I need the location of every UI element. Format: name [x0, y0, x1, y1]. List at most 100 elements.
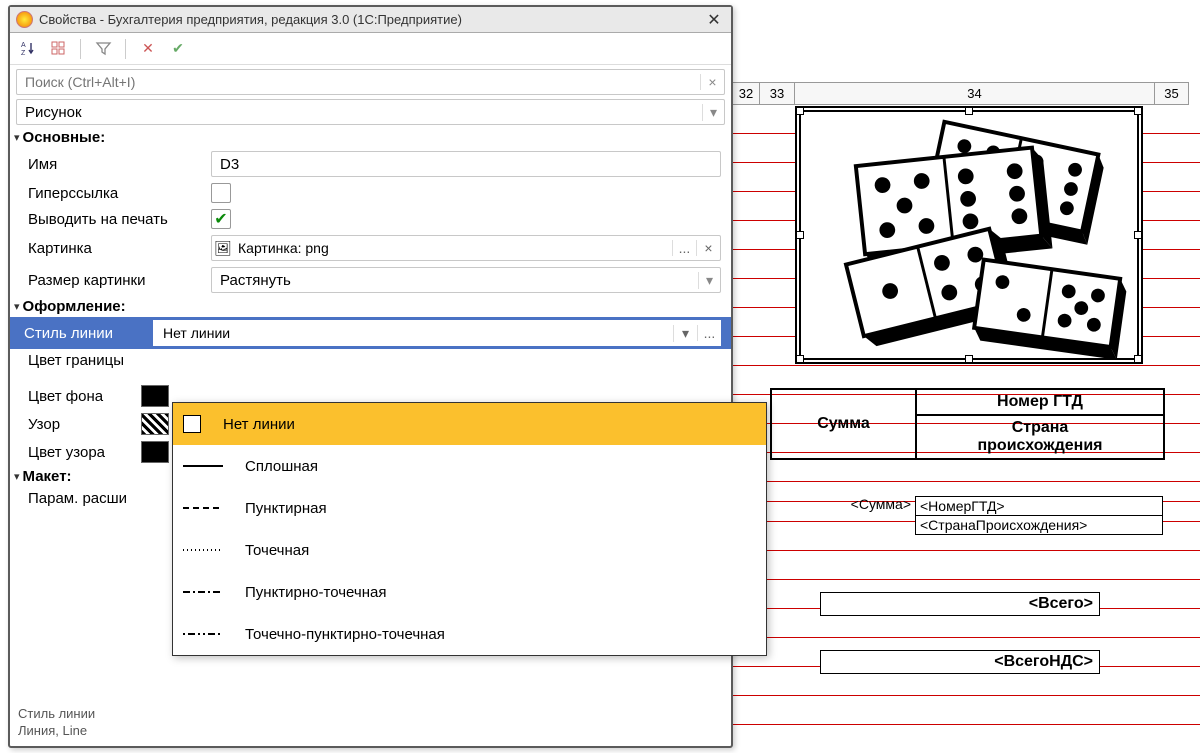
window-title: Свойства - Бухгалтерия предприятия, реда…: [39, 12, 703, 27]
patterncolor-label: Цвет узора: [28, 444, 133, 461]
name-input[interactable]: [211, 151, 721, 177]
element-type-value: Рисунок: [17, 104, 702, 121]
element-type-combo[interactable]: Рисунок ▾: [16, 99, 725, 125]
preview-dotted-icon: [183, 543, 223, 558]
ph-sum: <Сумма>: [851, 496, 911, 512]
doc-header-table: Сумма Номер ГТД Страна происхождения: [770, 388, 1165, 460]
column-headers: 32 33 34 35: [732, 82, 1200, 105]
hyperlink-label: Гиперссылка: [28, 185, 203, 202]
pattern-label: Узор: [28, 416, 133, 433]
dropdown-item-none[interactable]: Нет линии: [173, 403, 766, 445]
ph-totalvat: <ВсегоНДС>: [820, 650, 1100, 674]
col-33[interactable]: 33: [760, 82, 795, 105]
apply-button[interactable]: ✔: [166, 37, 190, 61]
linestyle-more[interactable]: ...: [697, 325, 721, 341]
bgcolor-swatch[interactable]: [141, 385, 169, 407]
section-layout-label: Макет:: [23, 468, 72, 485]
preview-dotdashdot-icon: [183, 627, 223, 642]
linestyle-label: Стиль линии: [20, 325, 145, 342]
doc-placeholder-row: <Сумма> <НомерГТД> <СтранаПроисхождения>: [770, 496, 1163, 535]
collapse-icon: ▾: [14, 300, 20, 313]
hdr-gtd: Номер ГТД: [916, 389, 1164, 415]
toolbar: AZ ✕ ✔: [10, 33, 731, 65]
status-footer: Стиль линии Линия, Line: [18, 706, 95, 740]
ph-gtd: <НомерГТД>: [915, 496, 1163, 516]
section-main-label: Основные:: [23, 129, 106, 146]
preview-none-icon: [183, 415, 201, 433]
section-style[interactable]: ▾ Оформление:: [10, 296, 731, 317]
search-clear[interactable]: ×: [700, 74, 724, 90]
svg-text:A: A: [21, 42, 26, 49]
filter-button[interactable]: [91, 37, 115, 61]
dropdown-item-dashdot[interactable]: Пунктирно-точечная: [173, 571, 766, 613]
preview-dashed-icon: [183, 501, 223, 516]
ph-total: <Всего>: [820, 592, 1100, 616]
preview-solid-icon: [183, 459, 223, 474]
dropdown-label: Пунктирная: [245, 500, 327, 517]
dropdown-item-dotted[interactable]: Точечная: [173, 529, 766, 571]
picture-clear[interactable]: ×: [696, 240, 720, 256]
footer-line2: Линия, Line: [18, 723, 95, 740]
search-box[interactable]: ×: [16, 69, 725, 95]
col-32[interactable]: 32: [732, 82, 760, 105]
print-checkbox[interactable]: ✔: [211, 209, 231, 229]
clear-button[interactable]: ✕: [136, 37, 160, 61]
dropdown-label: Точечно-пунктирно-точечная: [245, 626, 445, 643]
section-style-label: Оформление:: [23, 298, 126, 315]
picture-label: Картинка: [28, 240, 203, 257]
titlebar[interactable]: Свойства - Бухгалтерия предприятия, реда…: [10, 7, 731, 33]
hdr-sum: Сумма: [771, 389, 916, 459]
print-label: Выводить на печать: [28, 211, 203, 228]
pattern-swatch[interactable]: [141, 413, 169, 435]
chevron-down-icon[interactable]: ▾: [698, 272, 720, 289]
dropdown-item-dashed[interactable]: Пунктирная: [173, 487, 766, 529]
col-35[interactable]: 35: [1155, 82, 1189, 105]
ph-origin: <СтранаПроисхождения>: [915, 516, 1163, 535]
collapse-icon: ▾: [14, 470, 20, 483]
patterncolor-swatch[interactable]: [141, 441, 169, 463]
chevron-down-icon[interactable]: ▾: [673, 325, 697, 342]
picture-browse[interactable]: ...: [672, 240, 696, 256]
linestyle-value: Нет линии: [153, 325, 673, 341]
picsize-combo[interactable]: Растянуть ▾: [211, 267, 721, 293]
row-name: Имя: [10, 148, 731, 180]
sort-az-button[interactable]: AZ: [16, 37, 40, 61]
row-picture: Картинка 🖼 Картинка: png ... ×: [10, 232, 731, 264]
picture-selection-box[interactable]: [795, 106, 1143, 364]
row-picsize: Размер картинки Растянуть ▾: [10, 264, 731, 296]
footer-line1: Стиль линии: [18, 706, 95, 723]
bordercolor-label: Цвет границы: [28, 352, 158, 369]
dropdown-item-dotdashdot[interactable]: Точечно-пунктирно-точечная: [173, 613, 766, 655]
bgcolor-label: Цвет фона: [28, 388, 133, 405]
name-label: Имя: [28, 156, 203, 173]
categories-button[interactable]: [46, 37, 70, 61]
col-34[interactable]: 34: [795, 82, 1155, 105]
domino-image: [801, 112, 1137, 358]
picture-value: Картинка: png: [234, 240, 672, 256]
row-bordercolor: Цвет границы: [10, 349, 731, 372]
dropdown-label: Сплошная: [245, 458, 318, 475]
preview-dashdot-icon: [183, 585, 223, 600]
app-logo-icon: [16, 11, 33, 28]
close-button[interactable]: ✕: [703, 10, 725, 30]
picsize-value: Растянуть: [212, 272, 698, 289]
dropdown-label: Нет линии: [223, 416, 295, 433]
row-linestyle[interactable]: Стиль линии Нет линии ▾ ...: [10, 317, 731, 349]
collapse-icon: ▾: [14, 131, 20, 144]
properties-dialog: Свойства - Бухгалтерия предприятия, реда…: [8, 5, 733, 748]
search-input[interactable]: [17, 74, 700, 90]
row-print: Выводить на печать ✔: [10, 206, 731, 232]
hyperlink-checkbox[interactable]: [211, 183, 231, 203]
section-main[interactable]: ▾ Основные:: [10, 127, 731, 148]
row-hyperlink: Гиперссылка: [10, 180, 731, 206]
svg-text:Z: Z: [21, 50, 26, 57]
linestyle-combo[interactable]: Нет линии ▾ ...: [153, 320, 721, 346]
dropdown-item-solid[interactable]: Сплошная: [173, 445, 766, 487]
picsize-label: Размер картинки: [28, 272, 203, 289]
hdr-origin: Страна происхождения: [916, 415, 1164, 459]
chevron-down-icon[interactable]: ▾: [702, 104, 724, 121]
linestyle-dropdown[interactable]: Нет линии Сплошная Пунктирная Точечная П…: [172, 402, 767, 656]
picture-field[interactable]: 🖼 Картинка: png ... ×: [211, 235, 721, 261]
image-icon: 🖼: [212, 240, 234, 257]
dropdown-label: Пунктирно-точечная: [245, 584, 386, 601]
